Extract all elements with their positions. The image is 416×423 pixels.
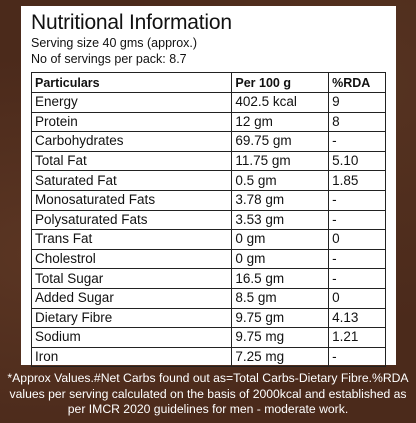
nutrient-amount: 12 gm xyxy=(231,111,330,133)
nutrient-name: Added Sugar xyxy=(30,287,233,309)
nutrient-amount: 0 gm xyxy=(231,248,330,270)
header-particulars: Particulars xyxy=(30,72,233,93)
nutrient-name: Sodium xyxy=(30,327,233,348)
nutrient-amount: 11.75 gm xyxy=(231,150,330,172)
nutrient-amount: 3.53 gm xyxy=(231,209,330,231)
nutrient-amount: 0.5 gm xyxy=(231,170,330,191)
nutrient-amount: 7.25 mg xyxy=(231,346,330,368)
table-row: Carbohydrates 69.75 gm - xyxy=(30,131,386,152)
nutrition-panel: Nutritional Information Serving size 40 … xyxy=(21,6,396,368)
nutrient-rda: - xyxy=(328,248,386,270)
panel-title: Nutritional Information xyxy=(31,11,232,34)
nutrient-rda: 8 xyxy=(328,111,386,133)
table-row: Polysaturated Fats 3.53 gm - xyxy=(30,209,386,231)
nutrient-rda: - xyxy=(328,131,386,152)
nutrient-name: Total Fat xyxy=(30,150,233,172)
nutrient-rda: - xyxy=(328,346,386,368)
nutrient-rda: 4.13 xyxy=(328,307,386,329)
nutrient-name: Energy xyxy=(30,92,233,113)
nutrient-amount: 9.75 mg xyxy=(231,327,330,348)
header-per-100g: Per 100 g xyxy=(231,72,330,93)
nutrient-rda: - xyxy=(328,268,386,289)
table-row: Total Sugar 16.5 gm - xyxy=(30,268,386,289)
nutrient-name: Carbohydrates xyxy=(30,131,233,152)
nutrient-rda: 5.10 xyxy=(328,150,386,172)
nutrient-rda: 1.21 xyxy=(328,327,386,348)
table-row: Cholestrol 0 gm - xyxy=(30,248,386,270)
footnote-line: values per serving calculated on the bas… xyxy=(9,386,407,401)
servings-per-pack: No of servings per pack: 8.7 xyxy=(31,52,187,66)
nutrient-name: Saturated Fat xyxy=(30,170,233,191)
footnote-line: *Approx Values.#Net Carbs found out as=T… xyxy=(7,371,409,385)
table-row: Sodium 9.75 mg 1.21 xyxy=(30,327,386,348)
header-rda: %RDA xyxy=(328,72,386,93)
nutrient-amount: 402.5 kcal xyxy=(231,92,330,113)
nutrient-name: Monosaturated Fats xyxy=(30,189,233,211)
nutrient-amount: 9.75 gm xyxy=(231,307,330,329)
table-row: Total Fat 11.75 gm 5.10 xyxy=(30,150,386,172)
nutrient-name: Polysaturated Fats xyxy=(30,209,233,231)
table-row: Trans Fat 0 gm 0 xyxy=(30,229,386,250)
table-row: Iron 7.25 mg - xyxy=(30,346,386,368)
nutrient-amount: 0 gm xyxy=(231,229,330,250)
footnote: *Approx Values.#Net Carbs found out as=T… xyxy=(0,371,416,418)
nutrient-amount: 3.78 gm xyxy=(231,189,330,211)
nutrient-amount: 8.5 gm xyxy=(231,287,330,309)
nutrient-name: Dietary Fibre xyxy=(30,307,233,329)
nutrient-name: Iron xyxy=(30,346,233,368)
nutrient-name: Total Sugar xyxy=(30,268,233,289)
nutrient-amount: 16.5 gm xyxy=(231,268,330,289)
nutrient-name: Trans Fat xyxy=(30,229,233,250)
nutrient-rda: 1.85 xyxy=(328,170,386,191)
table-row: Added Sugar 8.5 gm 0 xyxy=(30,287,386,309)
nutrient-amount: 69.75 gm xyxy=(231,131,330,152)
nutrient-name: Protein xyxy=(30,111,233,133)
nutrition-table: Particulars Per 100 g %RDA Energy 402.5 k… xyxy=(30,72,386,368)
nutrient-rda: - xyxy=(328,209,386,231)
table-row: Saturated Fat 0.5 gm 1.85 xyxy=(30,170,386,191)
table-row: Dietary Fibre 9.75 gm 4.13 xyxy=(30,307,386,329)
nutrient-name: Cholestrol xyxy=(30,248,233,270)
table-header-row: Particulars Per 100 g %RDA xyxy=(30,72,386,93)
serving-size: Serving size 40 gms (approx.) xyxy=(31,36,198,50)
footnote-line: per IMCR 2020 guidelines for men - moder… xyxy=(67,402,349,416)
nutrient-rda: 0 xyxy=(328,287,386,309)
table-row: Protein 12 gm 8 xyxy=(30,111,386,133)
nutrient-rda: - xyxy=(328,189,386,211)
table-row: Energy 402.5 kcal 9 xyxy=(30,92,386,113)
table-row: Monosaturated Fats 3.78 gm - xyxy=(30,189,386,211)
nutrient-rda: 9 xyxy=(328,92,386,113)
nutrient-rda: 0 xyxy=(328,229,386,250)
